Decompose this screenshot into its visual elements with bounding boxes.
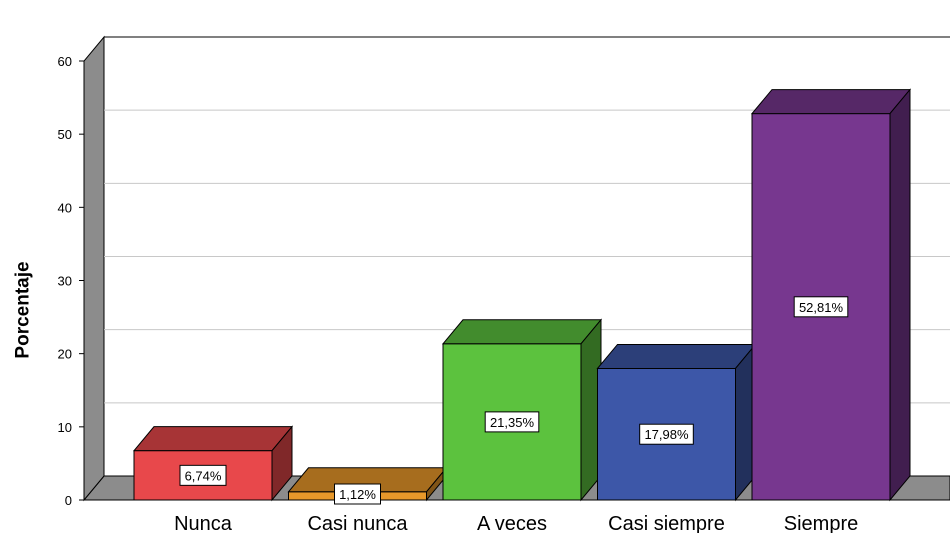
y-tick-label: 50 — [58, 127, 72, 142]
x-tick-label: Casi nunca — [307, 513, 408, 533]
y-tick-label: 30 — [58, 274, 72, 289]
data-label: 1,12% — [339, 487, 376, 502]
y-tick-label: 60 — [58, 54, 72, 69]
x-tick-label: Siempre — [784, 513, 858, 533]
y-tick-label: 20 — [58, 347, 72, 362]
bar-top — [132, 426, 294, 452]
bar-top — [596, 343, 757, 369]
data-label-box — [179, 464, 227, 486]
bar-side — [889, 88, 911, 502]
chart-left-wall — [83, 35, 105, 502]
y-axis-title: Porcentaje — [13, 261, 34, 359]
data-label: 52,81% — [799, 300, 844, 315]
data-label: 17,98% — [644, 427, 689, 442]
y-tick-label: 0 — [65, 493, 72, 508]
y-axis-title-container: Porcentaje — [6, 180, 42, 440]
data-label-box — [484, 411, 540, 433]
data-label: 6,74% — [185, 468, 222, 483]
x-tick-label: Casi siempre — [608, 513, 725, 533]
x-tick-label: A veces — [477, 513, 547, 533]
data-label: 21,35% — [490, 415, 535, 430]
bar-top — [441, 319, 603, 345]
x-tick-label: Nunca — [174, 513, 233, 533]
data-label-box — [793, 296, 849, 318]
data-label-box — [639, 423, 694, 445]
y-tick-label: 40 — [58, 200, 72, 215]
y-tick-label: 10 — [58, 420, 72, 435]
data-label-box — [334, 483, 381, 505]
bar-side — [271, 425, 293, 502]
bar-top — [750, 89, 912, 115]
